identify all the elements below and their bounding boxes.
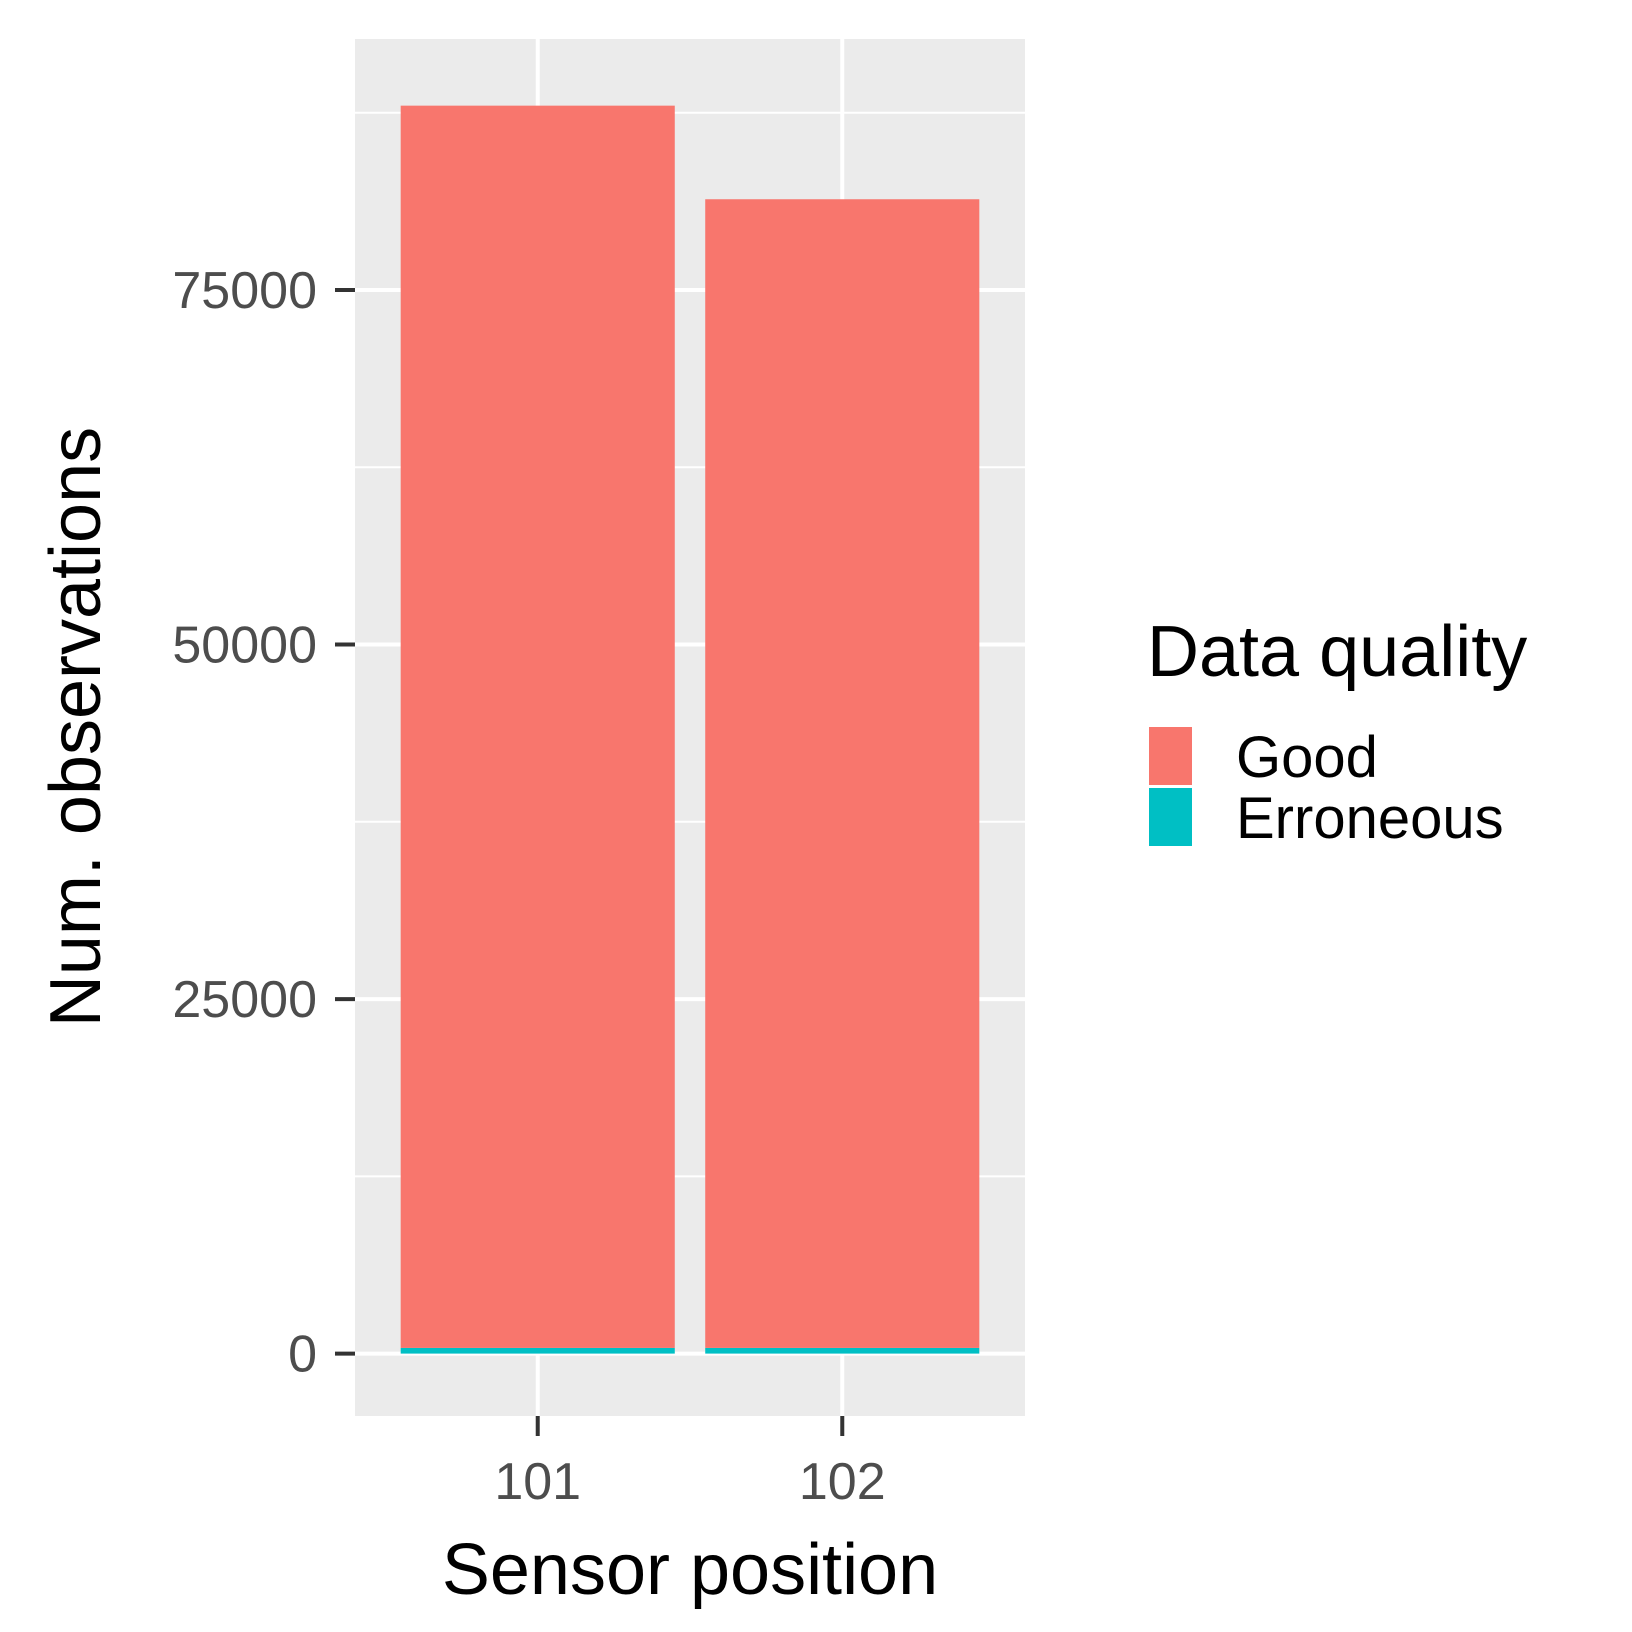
legend-swatch-good — [1149, 727, 1192, 785]
legend-label-good: Good — [1236, 725, 1378, 790]
x-tick-label: 101 — [494, 1453, 581, 1511]
legend-label-erroneous: Erroneous — [1236, 786, 1504, 851]
y-axis-title: Num. observations — [36, 427, 116, 1027]
x-tick-label: 102 — [799, 1453, 886, 1511]
legend-title: Data quality — [1147, 612, 1527, 692]
x-axis-title: Sensor position — [442, 1530, 938, 1610]
legend-swatch-erroneous — [1149, 788, 1192, 846]
bar-erroneous-101 — [400, 1347, 675, 1354]
x-axis: 101 102 — [494, 1416, 886, 1511]
y-tick-label: 0 — [288, 1326, 317, 1384]
y-tick-label: 75000 — [172, 262, 317, 320]
y-tick-label: 50000 — [172, 617, 317, 675]
y-tick-label: 25000 — [172, 971, 317, 1029]
bar-erroneous-102 — [705, 1347, 980, 1354]
bar-good-102 — [705, 199, 980, 1348]
y-axis: 0 25000 50000 75000 — [172, 262, 355, 1384]
bar-good-101 — [400, 105, 675, 1348]
bars — [400, 105, 980, 1354]
